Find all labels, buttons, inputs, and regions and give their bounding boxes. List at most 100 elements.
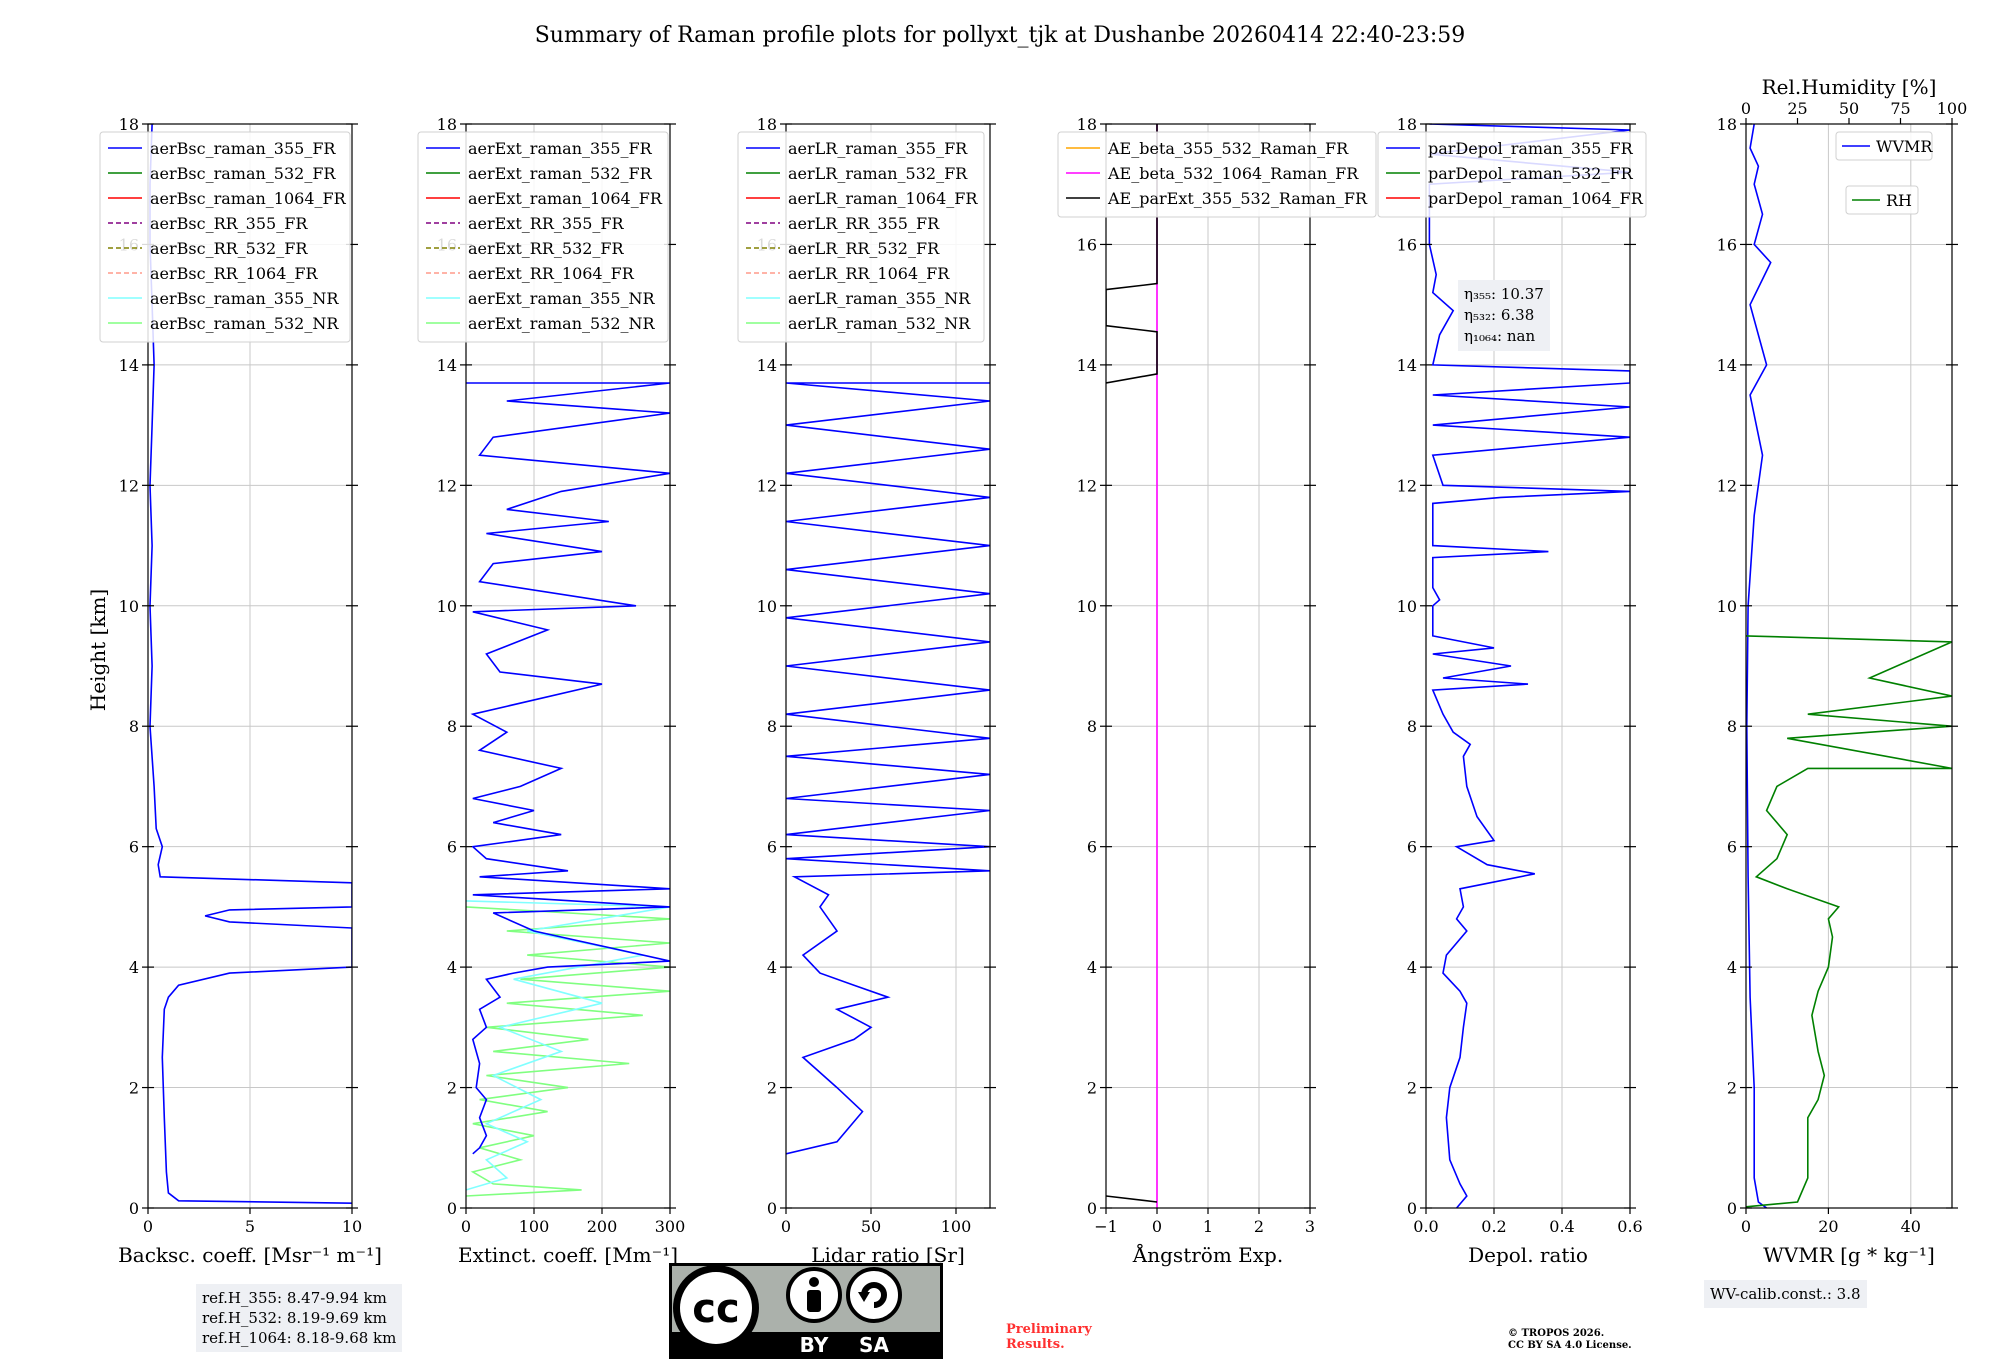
panel-depol: 0 2 4 6 8 10 12 14 16 18 0.0 0.2 0.4 0.6 Depol. ratio p… xyxy=(1377,115,1647,1267)
series-group xyxy=(786,382,990,1155)
y-tick-label: 18 xyxy=(437,115,457,134)
y-tick-label: 6 xyxy=(129,838,139,857)
y-tick-label: 6 xyxy=(447,838,457,857)
series-aerExt_raman_355_NR xyxy=(466,900,670,1191)
series-aerExt_raman_355_FR xyxy=(466,382,670,1155)
legend-label: aerExt_raman_355_FR xyxy=(468,139,653,158)
y-tick-label: 6 xyxy=(1407,838,1417,857)
x-tick-label: 0 xyxy=(781,1217,791,1236)
x-tick-label: 300 xyxy=(655,1217,686,1236)
legend-box xyxy=(417,131,669,343)
x-tick-label: 3 xyxy=(1305,1217,1315,1236)
top-x-tick-label: 50 xyxy=(1839,99,1859,118)
ref-height-box: ref.H_355: 8.47-9.94 km ref.H_532: 8.19-… xyxy=(196,1284,403,1352)
y-tick-label: 10 xyxy=(119,597,139,616)
copyright-note: © TROPOS 2026. CC BY SA 4.0 License. xyxy=(1508,1328,1632,1352)
legend-label: aerLR_RR_1064_FR xyxy=(788,264,950,283)
x-tick-label: 100 xyxy=(519,1217,550,1236)
y-tick-label: 0 xyxy=(1087,1199,1097,1218)
series-aerBsc_raman_355_FR xyxy=(149,124,352,1204)
cc-by-sa-logo: cc BY SA xyxy=(669,1263,943,1359)
top-x-tick-label: 100 xyxy=(1937,99,1968,118)
sa-label: SA xyxy=(859,1333,889,1357)
x-tick-label: 0.4 xyxy=(1549,1217,1574,1236)
legend-label: parDepol_raman_1064_FR xyxy=(1428,189,1644,208)
legend-label: parDepol_raman_532_FR xyxy=(1428,164,1634,183)
y-tick-label: 12 xyxy=(1717,476,1737,495)
y-tick-label: 18 xyxy=(757,115,777,134)
x-tick-label: 0 xyxy=(1152,1217,1162,1236)
y-tick-label: 2 xyxy=(447,1079,457,1098)
eta-info-box: η₃₅₅: 10.37 η₅₃₂: 6.38 η₁₀₆₄: nan xyxy=(1458,280,1550,351)
y-tick-label: 18 xyxy=(1397,115,1417,134)
x-tick-label: 100 xyxy=(941,1217,972,1236)
y-tick-label: 14 xyxy=(119,356,139,375)
top-x-tick-label: 75 xyxy=(1890,99,1910,118)
series-aerExt_raman_532_NR xyxy=(466,906,670,1197)
legend-label: AE_parExt_355_532_Raman_FR xyxy=(1107,189,1368,208)
y-tick-label: 8 xyxy=(767,717,777,736)
y-tick-label: 2 xyxy=(1407,1079,1417,1098)
x-tick-label: 200 xyxy=(587,1217,618,1236)
legend-label: aerExt_raman_532_NR xyxy=(468,314,656,333)
legend-label: parDepol_raman_355_FR xyxy=(1428,139,1634,158)
wv-calib-box: WV-calib.const.: 3.8 xyxy=(1704,1280,1867,1308)
legend-label: aerBsc_raman_1064_FR xyxy=(150,189,347,208)
y-tick-label: 10 xyxy=(1077,597,1097,616)
y-tick-label: 0 xyxy=(447,1199,457,1218)
x-tick-label: 1 xyxy=(1203,1217,1213,1236)
series-parDepol_raman_355_FR xyxy=(1428,124,1630,1208)
ref-height-1064: ref.H_1064: 8.18-9.68 km xyxy=(202,1329,397,1347)
y-tick-label: 2 xyxy=(767,1079,777,1098)
x-tick-label: 0 xyxy=(461,1217,471,1236)
legend-label: aerBsc_raman_355_FR xyxy=(150,139,336,158)
y-tick-label: 0 xyxy=(129,1199,139,1218)
y-tick-label: 12 xyxy=(757,476,777,495)
preliminary-note: Preliminary Results. xyxy=(1006,1322,1092,1352)
y-tick-label: 14 xyxy=(1397,356,1417,375)
x-tick-label: 50 xyxy=(861,1217,881,1236)
series-group xyxy=(149,124,352,1204)
by-label: BY xyxy=(800,1333,829,1357)
legend-label: aerLR_raman_355_NR xyxy=(788,289,971,308)
wv-calib-const: WV-calib.const.: 3.8 xyxy=(1710,1285,1861,1303)
ref-height-532: ref.H_532: 8.19-9.69 km xyxy=(202,1309,387,1327)
top-x-axis-label: Rel.Humidity [%] xyxy=(1762,75,1937,99)
y-tick-label: 4 xyxy=(1407,958,1417,977)
y-tick-label: 18 xyxy=(1717,115,1737,134)
y-axis-label: Height [km] xyxy=(86,589,110,711)
series-group xyxy=(1746,124,1952,1208)
legend-label: aerLR_raman_532_FR xyxy=(788,164,968,183)
panel-lr: 024681012141618050100Lidar ratio [Sr]aer… xyxy=(737,115,996,1267)
axes-frame xyxy=(465,123,671,1209)
y-tick-label: 10 xyxy=(1397,597,1417,616)
y-tick-label: 14 xyxy=(437,356,457,375)
series-RH xyxy=(1746,635,1952,1208)
legend-label: aerExt_RR_532_FR xyxy=(468,239,625,258)
legend-label: aerBsc_raman_355_NR xyxy=(150,289,339,308)
legend-label: aerExt_RR_1064_FR xyxy=(468,264,635,283)
x-axis-label: Extinct. coeff. [Mm⁻¹] xyxy=(458,1243,678,1267)
series-AE_parExt_355_532_Raman_FR xyxy=(1106,1195,1158,1203)
y-tick-label: 10 xyxy=(1717,597,1737,616)
y-tick-label: 18 xyxy=(119,115,139,134)
copyright-line-1: © TROPOS 2026. xyxy=(1508,1328,1605,1339)
y-tick-label: 4 xyxy=(447,958,457,977)
y-tick-label: 12 xyxy=(1397,476,1417,495)
y-tick-label: 0 xyxy=(1407,1199,1417,1218)
y-tick-label: 14 xyxy=(1077,356,1097,375)
legend-label: aerExt_raman_1064_FR xyxy=(468,189,663,208)
legend-label: aerBsc_raman_532_NR xyxy=(150,314,339,333)
figure-title: Summary of Raman profile plots for polly… xyxy=(535,23,1466,48)
legend-label: aerExt_RR_355_FR xyxy=(468,214,625,233)
legend-label: aerLR_RR_355_FR xyxy=(788,214,940,233)
y-tick-label: 10 xyxy=(437,597,457,616)
legend-label: aerLR_raman_355_FR xyxy=(788,139,968,158)
y-tick-label: 14 xyxy=(757,356,777,375)
top-x-tick-label: 0 xyxy=(1741,99,1751,118)
series-WVMR xyxy=(1746,124,1772,1208)
y-tick-label: 12 xyxy=(119,476,139,495)
y-tick-label: 14 xyxy=(1717,356,1737,375)
x-tick-label: 0 xyxy=(143,1217,153,1236)
